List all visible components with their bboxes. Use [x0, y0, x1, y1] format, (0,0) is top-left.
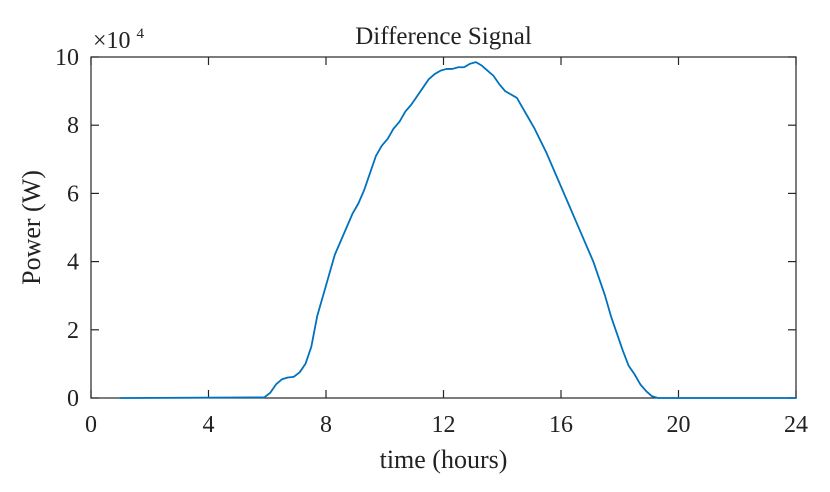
x-axis-label: time (hours)	[380, 445, 508, 474]
chart-title: Difference Signal	[355, 23, 532, 50]
x-tick-label: 24	[784, 412, 808, 438]
x-tick-label: 16	[549, 412, 573, 438]
y-tick-label: 6	[67, 181, 79, 207]
x-tick-label: 20	[667, 412, 691, 438]
series-layer	[119, 61, 797, 399]
y-axis-exponent-text: ×10 4	[93, 26, 145, 54]
x-tick-label: 12	[432, 412, 456, 438]
series-line	[119, 61, 797, 399]
y-tick-label: 0	[67, 386, 79, 412]
y-axis-ticks	[91, 56, 796, 399]
y-tick-label: 8	[67, 113, 79, 139]
y-tick-label: 10	[55, 45, 79, 71]
y-tick-label: 2	[67, 318, 79, 344]
y-axis-tick-labels: 0 2 4 6 8 10	[55, 45, 79, 412]
y-tick-label: 4	[67, 250, 79, 276]
x-tick-label: 0	[85, 412, 97, 438]
y-axis-exponent: ×10 4	[93, 26, 145, 54]
y-axis-exponent-power: 4	[137, 26, 145, 42]
x-tick-label: 8	[320, 412, 332, 438]
plot-frame	[90, 56, 797, 399]
x-axis-ticks	[90, 57, 797, 398]
y-axis-exponent-prefix: ×10	[93, 28, 131, 54]
x-tick-label: 4	[203, 412, 215, 438]
y-axis-label: Power (W)	[17, 170, 46, 285]
x-axis-tick-labels: 0 4 8 12 16 20 24	[85, 412, 808, 438]
